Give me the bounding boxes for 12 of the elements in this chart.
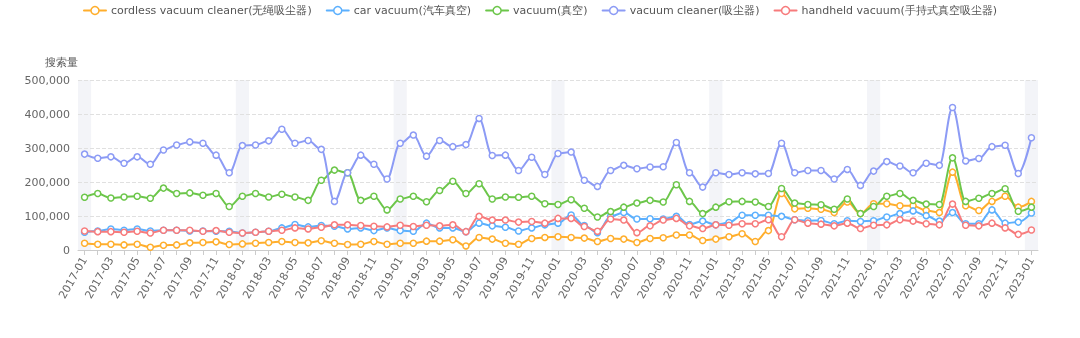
- legend-label: vacuum cleaner(吸尘器): [629, 4, 760, 17]
- y-tick-label: 400,000: [24, 107, 70, 121]
- legend-label: handheld vacuum(手持式真空吸尘器): [801, 4, 998, 17]
- legend-label: vacuum(真空): [513, 4, 588, 17]
- y-tick-label: 500,000: [24, 73, 70, 87]
- legend-label: car vacuum(汽车真空): [353, 4, 472, 17]
- legend-label: cordless vacuum cleaner(无绳吸尘器): [110, 4, 312, 17]
- y-tick-label: 0: [63, 243, 70, 257]
- y-tick-label: 300,000: [24, 141, 70, 155]
- y-tick-label: 200,000: [24, 175, 70, 189]
- y-axis-title: 搜索量: [45, 56, 78, 69]
- y-tick-label: 100,000: [24, 209, 70, 223]
